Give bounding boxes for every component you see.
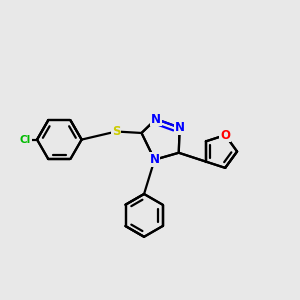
- Text: Cl: Cl: [20, 135, 31, 145]
- Text: S: S: [112, 125, 121, 138]
- Text: O: O: [220, 129, 230, 142]
- Text: N: N: [150, 153, 160, 166]
- Text: N: N: [151, 112, 161, 125]
- Text: N: N: [175, 121, 184, 134]
